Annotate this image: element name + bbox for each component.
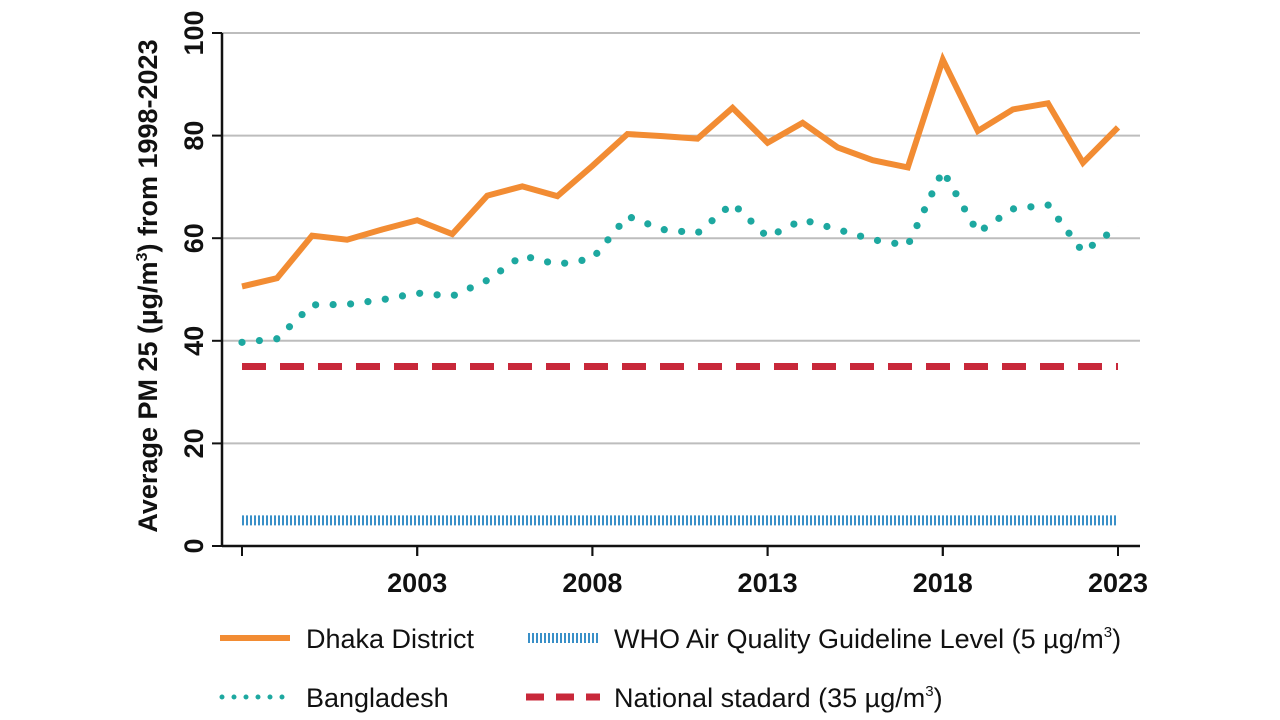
bangladesh-dot bbox=[678, 227, 686, 236]
y-tick-label-40: 40 bbox=[179, 326, 209, 356]
bangladesh-dot bbox=[790, 220, 798, 228]
bangladesh-dot bbox=[734, 205, 742, 213]
bangladesh-dot bbox=[960, 205, 969, 213]
bangladesh-dot bbox=[482, 277, 490, 285]
x-tick-label-2008: 2008 bbox=[562, 568, 622, 598]
y-axis-title-superscript: 3 bbox=[134, 252, 151, 261]
y-axis-title: Average PM 25 (µg/m3) from 1998-2023 bbox=[133, 39, 163, 532]
bangladesh-dot bbox=[329, 300, 337, 309]
reference-lines bbox=[242, 362, 1118, 526]
legend-label-who: WHO Air Quality Guideline Level (5 µg/m3… bbox=[614, 624, 1121, 654]
legend-label-dhaka: Dhaka District bbox=[306, 624, 475, 654]
bangladesh-dot bbox=[627, 214, 636, 222]
bangladesh-dot bbox=[1065, 229, 1073, 237]
y-tick-label-0: 0 bbox=[179, 538, 209, 553]
legend-label-national: National stadard (35 µg/m3) bbox=[614, 683, 943, 713]
legend-label-bangladesh: Bangladesh bbox=[306, 683, 449, 713]
bangladesh-dot bbox=[298, 310, 306, 319]
bangladesh-dot bbox=[1088, 241, 1096, 249]
bangladesh-dot bbox=[759, 229, 768, 237]
bangladesh-dot bbox=[1102, 231, 1111, 239]
bangladesh-dot bbox=[774, 228, 782, 236]
bangladesh-dot bbox=[969, 220, 977, 228]
series-bangladesh bbox=[238, 170, 1119, 346]
bangladesh-dot bbox=[913, 221, 921, 230]
bangladesh-dot bbox=[543, 258, 552, 266]
bangladesh-dot bbox=[943, 174, 951, 183]
bangladesh-dot bbox=[856, 232, 865, 240]
bangladesh-dot bbox=[1009, 205, 1018, 213]
bangladesh-dot bbox=[823, 222, 831, 231]
bangladesh-dot bbox=[466, 284, 474, 292]
bangladesh-dot bbox=[721, 205, 729, 214]
x-tick-label-2023: 2023 bbox=[1088, 568, 1148, 598]
bangladesh-dot bbox=[1044, 201, 1052, 209]
bangladesh-dot bbox=[433, 291, 441, 299]
bangladesh-dot bbox=[497, 267, 505, 275]
bangladesh-dot bbox=[273, 335, 281, 343]
bangladesh-dot bbox=[526, 254, 535, 262]
bangladesh-dot bbox=[935, 174, 943, 182]
y-ticks: 0 20 40 60 80 100 bbox=[179, 10, 222, 554]
y-tick-label-100: 100 bbox=[179, 10, 209, 55]
bangladesh-dot bbox=[615, 222, 623, 230]
legend: Dhaka District WHO Air Quality Guideline… bbox=[219, 624, 1121, 713]
bangladesh-dot bbox=[604, 236, 612, 244]
bangladesh-dot bbox=[660, 226, 668, 234]
series-dhaka bbox=[241, 51, 1121, 290]
bangladesh-dot bbox=[747, 217, 755, 225]
x-tick-label-2003: 2003 bbox=[387, 568, 447, 598]
axes bbox=[220, 33, 1140, 548]
bangladesh-dot bbox=[578, 256, 586, 265]
bangladesh-dot bbox=[255, 336, 264, 345]
bangladesh-dot bbox=[644, 220, 652, 228]
bangladesh-dot bbox=[906, 237, 914, 246]
legend-item-dhaka: Dhaka District bbox=[220, 624, 475, 654]
bangladesh-dot bbox=[364, 298, 372, 306]
bangladesh-dot bbox=[561, 259, 569, 267]
y-tick-label-20: 20 bbox=[179, 428, 209, 458]
bangladesh-dot bbox=[398, 292, 407, 300]
x-ticks: 2003 2008 2013 2018 2023 bbox=[241, 546, 1148, 598]
bangladesh-dot bbox=[840, 227, 848, 235]
y-axis-title-end: ) from 1998-2023 bbox=[133, 39, 163, 252]
x-tick-label-2013: 2013 bbox=[738, 568, 798, 598]
bangladesh-dot bbox=[1054, 215, 1063, 223]
bangladesh-dot bbox=[416, 289, 424, 297]
bangladesh-dot bbox=[381, 295, 389, 303]
y-axis-title-main: Average PM 25 (µg/m bbox=[133, 261, 163, 532]
y-tick-label-60: 60 bbox=[179, 223, 209, 253]
gridlines bbox=[222, 32, 1140, 445]
bangladesh-dot bbox=[511, 257, 519, 265]
bangladesh-dot bbox=[285, 323, 294, 331]
bangladesh-dot bbox=[1027, 203, 1035, 211]
bangladesh-dot bbox=[312, 301, 320, 309]
bangladesh-dot bbox=[928, 190, 936, 198]
bangladesh-dot bbox=[346, 300, 355, 308]
bangladesh-dot bbox=[891, 239, 899, 247]
bangladesh-dot bbox=[593, 249, 601, 257]
bangladesh-dot bbox=[708, 217, 716, 225]
legend-item-bangladesh: Bangladesh bbox=[219, 683, 449, 713]
dhaka-line bbox=[241, 51, 1121, 290]
bangladesh-dot bbox=[952, 190, 960, 198]
bangladesh-dot bbox=[806, 218, 814, 226]
bangladesh-dot bbox=[1075, 243, 1084, 251]
bangladesh-dot bbox=[920, 206, 929, 214]
bangladesh-dot bbox=[695, 228, 703, 236]
bangladesh-dot bbox=[980, 224, 988, 232]
y-tick-label-80: 80 bbox=[179, 121, 209, 151]
bangladesh-dot bbox=[873, 236, 882, 245]
legend-item-who: WHO Air Quality Guideline Level (5 µg/m3… bbox=[528, 624, 1121, 654]
bangladesh-dot bbox=[995, 214, 1003, 222]
bangladesh-dot bbox=[450, 291, 458, 299]
legend-item-national: National stadard (35 µg/m3) bbox=[526, 683, 943, 713]
x-tick-label-2018: 2018 bbox=[913, 568, 973, 598]
